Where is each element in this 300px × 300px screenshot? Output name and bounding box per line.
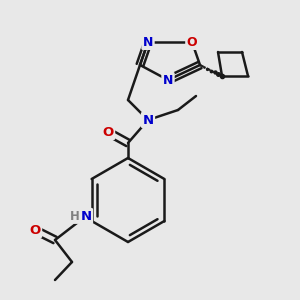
Text: H: H	[70, 209, 80, 223]
Text: O: O	[187, 35, 197, 49]
Text: N: N	[143, 35, 153, 49]
Text: O: O	[29, 224, 40, 236]
Text: N: N	[80, 209, 92, 223]
Text: N: N	[142, 113, 154, 127]
Text: O: O	[102, 125, 114, 139]
Text: N: N	[163, 74, 173, 86]
